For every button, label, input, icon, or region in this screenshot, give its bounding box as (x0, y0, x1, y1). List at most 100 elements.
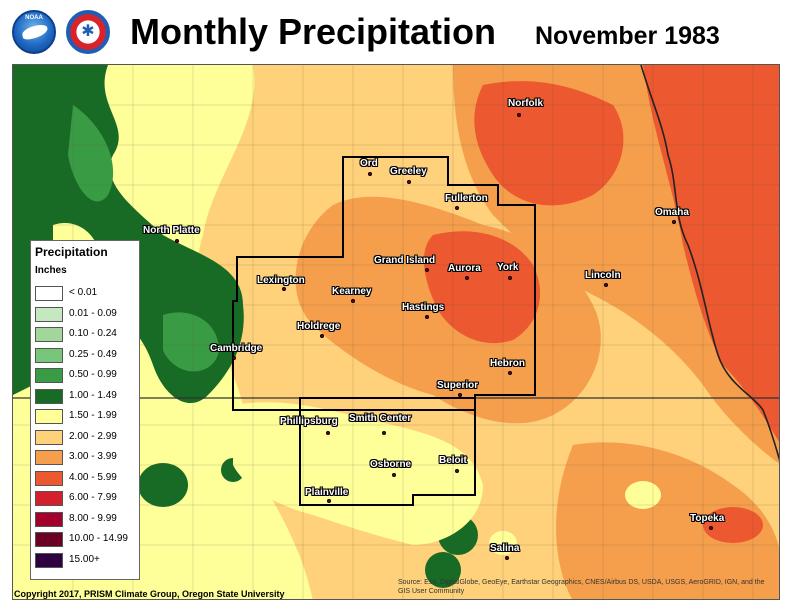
zone-green-patch-2 (163, 312, 219, 372)
city-label-plainville[interactable]: Plainville (305, 487, 349, 498)
legend-label: 4.00 - 5.99 (69, 471, 117, 483)
city-label-grand-island[interactable]: Grand Island (374, 255, 436, 266)
city-dot-grand-island (425, 268, 429, 272)
city-label-holdrege[interactable]: Holdrege (297, 321, 341, 332)
city-label-salina[interactable]: Salina (490, 543, 520, 554)
zone-yellow-patch-2 (489, 531, 517, 555)
legend-swatch (35, 368, 63, 383)
legend-item: 0.25 - 0.49 (35, 347, 139, 365)
city-label-aurora[interactable]: Aurora (448, 263, 481, 274)
legend-item: 2.00 - 2.99 (35, 429, 139, 447)
legend-swatch (35, 532, 63, 547)
legend-item: < 0.01 (35, 285, 139, 303)
zone-red-york (423, 231, 541, 344)
city-label-topeka[interactable]: Topeka (690, 513, 725, 524)
legend-item: 15.00+ (35, 552, 139, 570)
city-dot-aurora (465, 276, 469, 280)
zone-orange-southeast (556, 442, 779, 599)
city-label-beloit[interactable]: Beloit (439, 455, 467, 466)
city-label-kearney[interactable]: Kearney (332, 286, 372, 297)
legend-swatch (35, 552, 63, 568)
city-dot-phillipsburg (326, 431, 330, 435)
county-grid (13, 65, 779, 599)
region-outline-nebraska (232, 156, 536, 411)
zone-green-patch-3 (138, 463, 188, 507)
city-label-superior[interactable]: Superior (437, 380, 479, 391)
legend-swatch (35, 429, 63, 445)
legend-label: 1.50 - 1.99 (69, 410, 117, 421)
legend-label: 1.00 - 1.49 (69, 389, 117, 401)
city-dot-lincoln (604, 283, 608, 287)
city-label-ord[interactable]: Ord (360, 158, 378, 169)
legend-label: 10.00 - 14.99 (69, 533, 128, 544)
zone-red-topeka (703, 507, 763, 543)
zone-red-east (643, 65, 779, 442)
city-label-phillipsburg[interactable]: Phillipsburg (280, 416, 338, 427)
page-subtitle: November 1983 (535, 22, 720, 50)
city-dot-holdrege (320, 334, 324, 338)
city-dot-plainville (327, 499, 331, 503)
city-label-osborne[interactable]: Osborne (370, 459, 412, 470)
zone-light-yellow-south (233, 402, 483, 545)
legend-units: Inches (35, 265, 67, 276)
city-dot-north-platte (175, 239, 179, 243)
city-label-norfolk[interactable]: Norfolk (508, 98, 543, 109)
city-label-hastings[interactable]: Hastings (402, 302, 445, 313)
city-dot-hastings (425, 315, 429, 319)
city-dot-omaha (672, 220, 676, 224)
legend-swatch (35, 388, 63, 404)
city-label-north-platte[interactable]: North Platte (143, 225, 200, 236)
city-dot-ord (368, 172, 372, 176)
legend-item: 10.00 - 14.99 (35, 531, 139, 549)
legend-label: 6.00 - 7.99 (69, 492, 117, 503)
copyright-notice: Copyright 2017, PRISM Climate Group, Ore… (14, 589, 285, 599)
city-label-lincoln[interactable]: Lincoln (585, 270, 621, 281)
city-dot-superior (458, 393, 462, 397)
legend-item: 0.50 - 0.99 (35, 367, 139, 385)
legend-label: 0.50 - 0.99 (69, 369, 117, 380)
zone-green-patch-7 (425, 552, 461, 588)
city-dot-hebron (508, 371, 512, 375)
legend-label: 0.10 - 0.24 (69, 328, 117, 339)
legend-item: 0.10 - 0.24 (35, 326, 139, 344)
zone-red-norfolk (474, 81, 624, 206)
city-dot-beloit (455, 469, 459, 473)
city-dot-salina (505, 556, 509, 560)
legend-item: 4.00 - 5.99 (35, 470, 139, 488)
legend-label: 3.00 - 3.99 (69, 451, 117, 462)
legend: Precipitation Inches < 0.01 0.01 - 0.09 0.… (30, 240, 140, 580)
city-dot-osborne (392, 473, 396, 477)
city-label-cambridge[interactable]: Cambridge (210, 343, 263, 354)
city-label-smith-center[interactable]: Smith Center (349, 413, 412, 424)
legend-swatch (35, 286, 63, 301)
map-source-attribution: Source: Esri, DigitalGlobe, GeoEye, Eart… (398, 579, 765, 595)
city-label-omaha[interactable]: Omaha (655, 207, 689, 218)
legend-label: 0.01 - 0.09 (69, 307, 117, 319)
page-title: Monthly Precipitation (130, 11, 497, 52)
zone-green-patch-1 (68, 105, 114, 202)
city-dot-york (508, 276, 512, 280)
noaa-bird-icon (21, 23, 49, 41)
noaa-logo: NOAA (12, 10, 56, 54)
nws-star-icon: ✱ (81, 23, 95, 40)
city-label-fullerton[interactable]: Fullerton (445, 193, 488, 204)
city-label-greeley[interactable]: Greeley (390, 166, 427, 177)
legend-item: 0.01 - 0.09 (35, 306, 139, 324)
legend-swatch (35, 511, 63, 527)
legend-item: 6.00 - 7.99 (35, 490, 139, 508)
legend-item: 3.00 - 3.99 (35, 449, 139, 467)
city-label-lexington[interactable]: Lexington (257, 275, 305, 286)
legend-swatch (35, 491, 63, 506)
legend-item: 1.50 - 1.99 (35, 408, 139, 426)
city-label-york[interactable]: York (497, 262, 519, 273)
legend-item: 1.00 - 1.49 (35, 388, 139, 406)
legend-item: 8.00 - 9.99 (35, 511, 139, 529)
noaa-logo-text: NOAA (25, 15, 43, 21)
legend-swatch (35, 327, 63, 342)
city-dot-norfolk (517, 113, 521, 117)
city-label-hebron[interactable]: Hebron (490, 358, 525, 369)
legend-swatch (35, 306, 63, 322)
legend-swatch (35, 450, 63, 465)
city-dot-lexington (282, 287, 286, 291)
legend-swatch (35, 470, 63, 486)
